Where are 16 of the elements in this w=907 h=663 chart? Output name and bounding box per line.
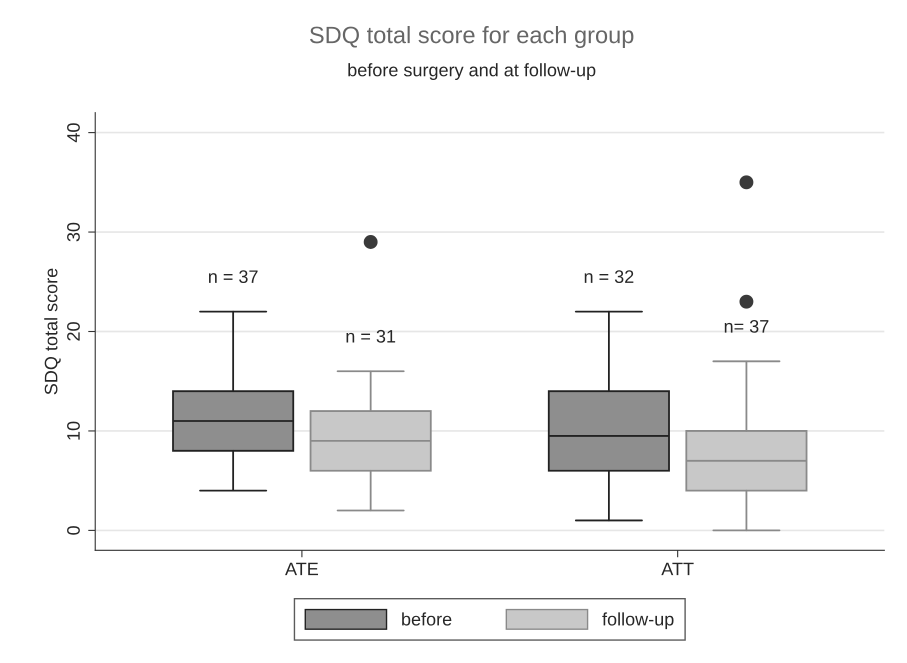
annotation: n = 31 (346, 330, 396, 343)
y-tick-label: 0 (67, 526, 80, 535)
x-tick-label: ATE (285, 562, 318, 576)
y-tick-label: 30 (67, 222, 80, 242)
y-tick-label: 40 (67, 123, 80, 142)
y-tick-label: 20 (67, 322, 80, 341)
annotation: n = 32 (584, 270, 634, 284)
chart-title: SDQ total score for each group (310, 26, 634, 48)
legend-label: follow-up (602, 612, 674, 630)
x-tick-label: ATT (661, 562, 694, 576)
legend-label: before (402, 612, 452, 626)
chart-subtitle: before surgery and at follow-up (348, 63, 596, 80)
annotation: n = 37 (208, 270, 258, 284)
y-axis-title: SDQ total score (44, 268, 61, 394)
y-tick-label: 10 (67, 422, 80, 440)
annotation: n= 37 (724, 320, 768, 333)
